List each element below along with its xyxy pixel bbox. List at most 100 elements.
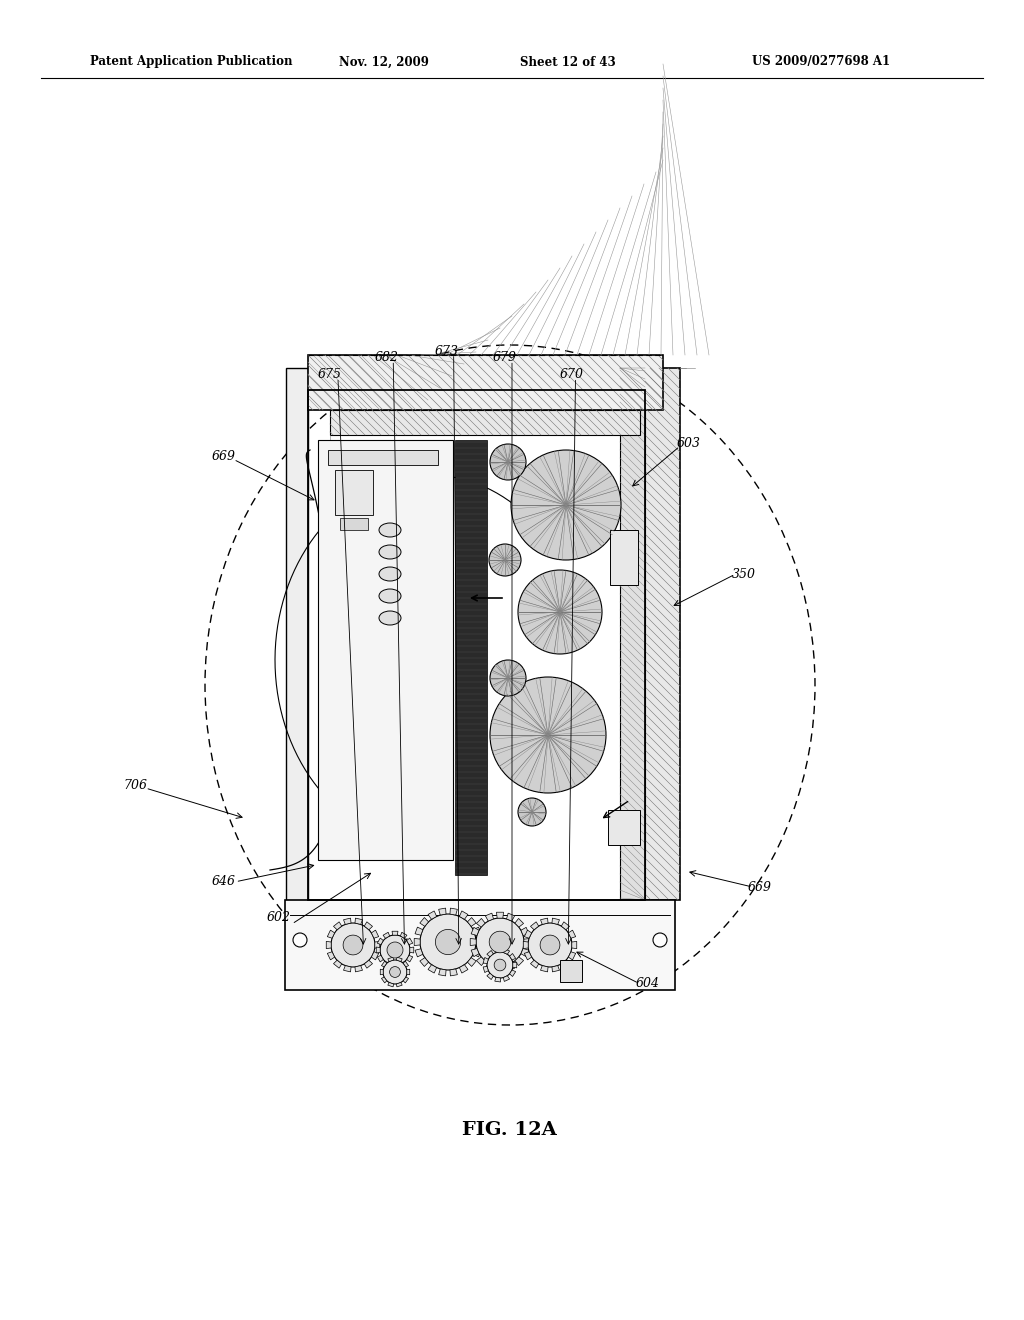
Polygon shape bbox=[510, 970, 516, 977]
Polygon shape bbox=[530, 921, 539, 929]
Circle shape bbox=[476, 917, 524, 966]
Polygon shape bbox=[381, 961, 387, 966]
Polygon shape bbox=[524, 939, 529, 945]
Polygon shape bbox=[438, 969, 446, 975]
Circle shape bbox=[389, 966, 400, 977]
Circle shape bbox=[528, 923, 572, 968]
Polygon shape bbox=[568, 952, 575, 960]
Bar bbox=[308, 389, 645, 900]
Polygon shape bbox=[420, 957, 429, 966]
Bar bbox=[318, 440, 453, 861]
Circle shape bbox=[331, 923, 375, 968]
Polygon shape bbox=[473, 949, 481, 957]
Polygon shape bbox=[476, 919, 485, 927]
Polygon shape bbox=[460, 911, 468, 919]
Polygon shape bbox=[521, 949, 528, 957]
Ellipse shape bbox=[379, 545, 401, 558]
Bar bbox=[560, 960, 582, 982]
Polygon shape bbox=[428, 911, 436, 919]
Polygon shape bbox=[400, 932, 407, 939]
Text: Sheet 12 of 43: Sheet 12 of 43 bbox=[520, 55, 616, 69]
Bar bbox=[645, 368, 680, 900]
Polygon shape bbox=[568, 931, 575, 939]
Polygon shape bbox=[415, 949, 423, 957]
Polygon shape bbox=[450, 969, 458, 975]
Polygon shape bbox=[396, 982, 402, 987]
Polygon shape bbox=[510, 953, 516, 960]
Polygon shape bbox=[497, 912, 504, 919]
Polygon shape bbox=[495, 948, 501, 953]
Text: 602: 602 bbox=[266, 911, 291, 924]
Polygon shape bbox=[420, 917, 429, 927]
Circle shape bbox=[495, 960, 506, 970]
Circle shape bbox=[383, 960, 407, 983]
Polygon shape bbox=[495, 977, 501, 982]
Polygon shape bbox=[460, 965, 468, 973]
Text: 675: 675 bbox=[317, 368, 342, 381]
Polygon shape bbox=[521, 928, 528, 936]
Text: 669: 669 bbox=[211, 450, 236, 463]
Polygon shape bbox=[381, 977, 387, 983]
Text: Nov. 12, 2009: Nov. 12, 2009 bbox=[339, 55, 429, 69]
Polygon shape bbox=[403, 977, 409, 983]
Polygon shape bbox=[552, 919, 559, 924]
Polygon shape bbox=[515, 957, 523, 965]
Bar bbox=[335, 470, 373, 515]
Circle shape bbox=[489, 544, 521, 576]
Text: FIG. 12A: FIG. 12A bbox=[462, 1121, 556, 1139]
Text: 682: 682 bbox=[375, 351, 399, 364]
Text: 669: 669 bbox=[748, 880, 772, 894]
Circle shape bbox=[487, 952, 513, 978]
Polygon shape bbox=[355, 966, 362, 972]
Text: Patent Application Publication: Patent Application Publication bbox=[90, 55, 293, 69]
Polygon shape bbox=[375, 941, 380, 949]
Bar bbox=[285, 900, 675, 990]
Polygon shape bbox=[541, 966, 548, 972]
Polygon shape bbox=[334, 960, 342, 968]
Circle shape bbox=[343, 935, 362, 954]
Polygon shape bbox=[524, 931, 531, 939]
Polygon shape bbox=[396, 957, 402, 961]
Circle shape bbox=[380, 935, 410, 965]
Polygon shape bbox=[473, 927, 481, 936]
Circle shape bbox=[490, 677, 606, 793]
Polygon shape bbox=[485, 913, 494, 921]
Polygon shape bbox=[476, 939, 482, 945]
Polygon shape bbox=[471, 949, 479, 957]
Polygon shape bbox=[407, 969, 410, 974]
Polygon shape bbox=[403, 961, 409, 966]
Circle shape bbox=[540, 935, 560, 954]
Polygon shape bbox=[438, 908, 446, 915]
Polygon shape bbox=[383, 932, 389, 939]
Polygon shape bbox=[561, 960, 569, 968]
Polygon shape bbox=[541, 919, 548, 924]
Circle shape bbox=[387, 942, 403, 958]
Polygon shape bbox=[383, 962, 389, 968]
Polygon shape bbox=[507, 962, 515, 972]
Polygon shape bbox=[376, 946, 380, 953]
Ellipse shape bbox=[379, 568, 401, 581]
Circle shape bbox=[518, 570, 602, 653]
Text: 646: 646 bbox=[211, 875, 236, 888]
Polygon shape bbox=[334, 921, 342, 929]
Polygon shape bbox=[497, 966, 504, 972]
Ellipse shape bbox=[379, 589, 401, 603]
Polygon shape bbox=[515, 919, 523, 927]
Circle shape bbox=[511, 450, 621, 560]
Circle shape bbox=[420, 913, 476, 970]
Text: US 2009/0277698 A1: US 2009/0277698 A1 bbox=[753, 55, 890, 69]
Text: 603: 603 bbox=[676, 437, 700, 450]
Circle shape bbox=[388, 944, 401, 957]
Polygon shape bbox=[377, 939, 383, 945]
Circle shape bbox=[653, 933, 667, 946]
Polygon shape bbox=[365, 960, 373, 968]
Polygon shape bbox=[486, 950, 494, 957]
Bar bbox=[330, 411, 640, 436]
Polygon shape bbox=[365, 921, 373, 929]
Polygon shape bbox=[483, 957, 488, 964]
Polygon shape bbox=[467, 957, 476, 966]
Polygon shape bbox=[561, 921, 569, 929]
Bar bbox=[340, 517, 368, 531]
Polygon shape bbox=[355, 919, 362, 924]
Text: 350: 350 bbox=[731, 568, 756, 581]
